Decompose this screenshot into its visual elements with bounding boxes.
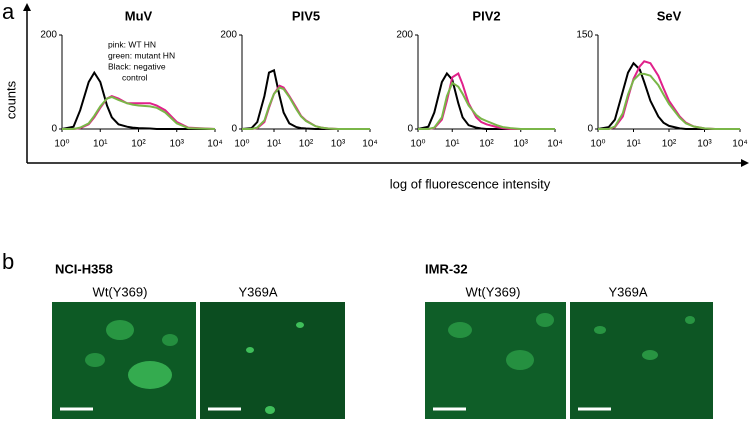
- arrow-head: [23, 3, 31, 11]
- x-tick-label: 10³: [697, 139, 712, 150]
- chart-title: MuV: [125, 8, 153, 23]
- chart-title: PIV5: [292, 8, 320, 23]
- y-tick-label: 0: [231, 124, 237, 135]
- x-tick-label: 10¹: [93, 139, 108, 150]
- histogram-line: [62, 95, 216, 130]
- x-tick-label: 10²: [131, 139, 146, 150]
- chart-title: SeV: [657, 8, 682, 23]
- x-tick-label: 10⁰: [590, 139, 605, 150]
- x-axis-label: log of fluorescence intensity: [390, 176, 551, 191]
- panel-label: a: [2, 0, 15, 24]
- micrograph: [52, 302, 196, 419]
- x-tick-label: 10²: [662, 139, 677, 150]
- x-tick-label: 10⁰: [410, 139, 425, 150]
- condition: Y369A: [608, 284, 647, 299]
- x-tick-label: 10³: [331, 139, 346, 150]
- condition: Y369A: [238, 284, 277, 299]
- histogram-line: [242, 86, 370, 130]
- y-tick-label: 0: [407, 124, 413, 135]
- x-tick-label: 10⁴: [207, 139, 222, 150]
- x-tick-label: 10¹: [626, 139, 641, 150]
- annotation: Black: negative: [108, 61, 166, 71]
- y-tick-label: 200: [396, 30, 413, 41]
- condition: Wt(Y369): [93, 284, 148, 299]
- micrograph: [570, 302, 713, 419]
- y-tick-label: 200: [40, 30, 57, 41]
- y-tick-label: 200: [220, 30, 237, 41]
- x-tick-label: 10⁰: [54, 139, 69, 150]
- y-tick-label: 150: [576, 30, 593, 41]
- annotation: control: [122, 72, 148, 82]
- histogram-line: [418, 81, 555, 130]
- histogram-line: [61, 70, 215, 130]
- x-tick-label: 10³: [170, 139, 185, 150]
- x-tick-label: 10⁰: [234, 139, 249, 150]
- y-tick-label: 0: [587, 124, 593, 135]
- x-tick-label: 10³: [514, 139, 529, 150]
- y-axis-label: counts: [3, 80, 18, 119]
- panel-label: b: [2, 249, 14, 274]
- histogram-line: [597, 61, 740, 130]
- y-tick-label: 0: [51, 124, 57, 135]
- x-tick-label: 10²: [299, 139, 314, 150]
- x-tick-label: 10⁴: [732, 139, 747, 150]
- micrograph: [425, 302, 566, 419]
- histogram-line: [62, 95, 216, 130]
- annotation: green: mutant HN: [108, 50, 175, 60]
- x-tick-label: 10⁴: [547, 139, 562, 150]
- histogram-line: [598, 72, 740, 130]
- x-tick-label: 10¹: [445, 139, 460, 150]
- chart-title: PIV2: [472, 8, 500, 23]
- condition: Wt(Y369): [466, 284, 521, 299]
- cell-line: IMR-32: [425, 261, 468, 276]
- x-tick-label: 10⁴: [362, 139, 377, 150]
- arrow-head: [741, 159, 749, 167]
- annotation: pink: WT HN: [108, 39, 156, 49]
- micrograph: [200, 302, 345, 419]
- x-tick-label: 10²: [479, 139, 494, 150]
- x-tick-label: 10¹: [267, 139, 282, 150]
- cell-line: NCI-H358: [55, 261, 113, 276]
